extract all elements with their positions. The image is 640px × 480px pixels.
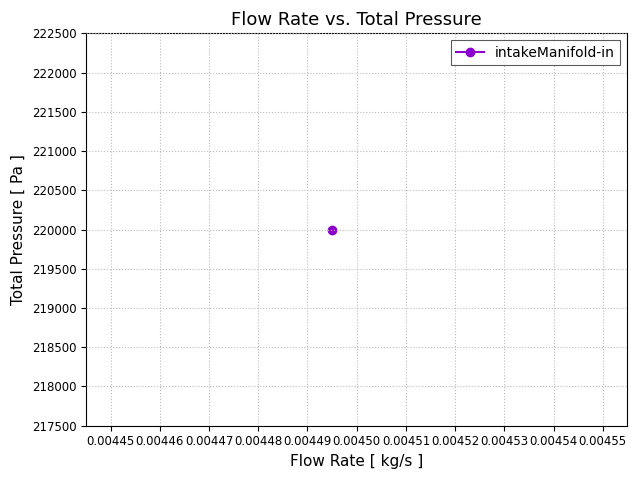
Title: Flow Rate vs. Total Pressure: Flow Rate vs. Total Pressure <box>231 11 482 29</box>
Legend: intakeManifold-in: intakeManifold-in <box>451 40 620 65</box>
X-axis label: Flow Rate [ kg/s ]: Flow Rate [ kg/s ] <box>290 454 423 469</box>
Y-axis label: Total Pressure [ Pa ]: Total Pressure [ Pa ] <box>11 154 26 305</box>
